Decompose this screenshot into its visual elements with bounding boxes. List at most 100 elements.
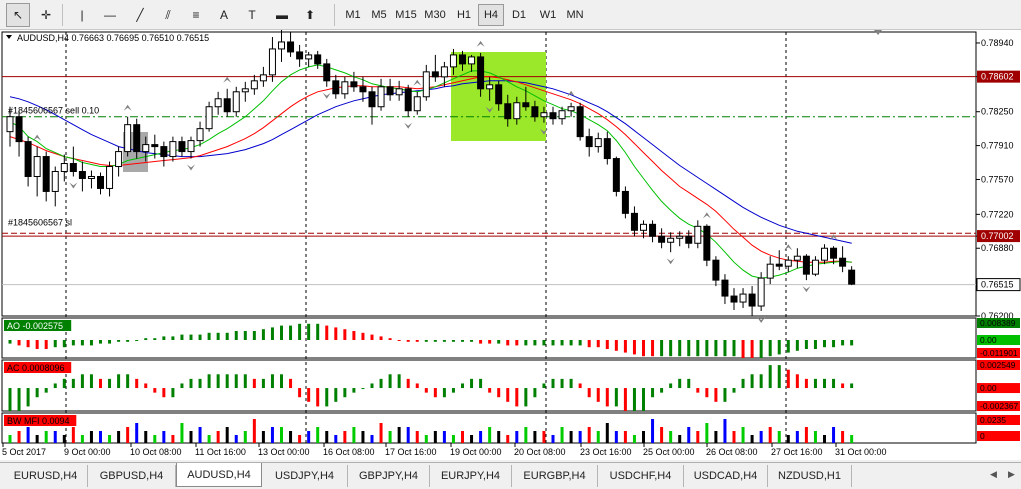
- price-axis-label: 0.76880: [981, 243, 1014, 253]
- ao-bar: [171, 336, 175, 340]
- ac-bar: [361, 388, 365, 390]
- fibonacci-tool[interactable]: ≡: [184, 3, 208, 27]
- symbol-tab[interactable]: USDCHF,H4: [598, 465, 684, 487]
- candle-body: [106, 166, 114, 189]
- ao-bar: [669, 340, 673, 357]
- tab-scroll-left-icon[interactable]: ◀: [990, 469, 997, 479]
- text-tool[interactable]: A: [212, 3, 236, 27]
- mfi-bar: [642, 431, 645, 443]
- ac-bar: [642, 388, 645, 411]
- candle-body: [15, 116, 23, 143]
- bwmfi-scale-marker: [977, 431, 1020, 441]
- ao-bar: [99, 340, 102, 344]
- ac-bar: [53, 383, 57, 389]
- ac-bar: [777, 365, 781, 389]
- timeframe-m30-button[interactable]: M30: [424, 9, 446, 21]
- mfi-bar: [660, 427, 664, 443]
- cursor-tool[interactable]: ↖: [6, 3, 30, 27]
- time-axis-label: 9 Oct 00:00: [64, 447, 111, 457]
- rectangle-tool[interactable]: ▬: [270, 3, 294, 27]
- symbol-tab[interactable]: USDCAD,H4: [684, 465, 768, 487]
- trendline-tool[interactable]: ╱: [128, 3, 152, 27]
- ao-bar: [89, 340, 93, 346]
- fractal-up-icon: [829, 234, 838, 241]
- ac-bar: [343, 388, 347, 398]
- chart-svg[interactable]: 5 Oct 2017 9 Oct 00:00 10 Oct 08:00 11 Oct …: [0, 30, 1021, 460]
- timeframe-m5-button[interactable]: M5: [371, 9, 387, 21]
- candle-body: [314, 54, 322, 65]
- equidistant-channel-tool[interactable]: ⫽: [156, 3, 180, 27]
- mfi-bar: [343, 431, 347, 443]
- symbol-tab[interactable]: AUDUSD,H4: [176, 463, 262, 487]
- mfi-bar: [44, 431, 48, 443]
- ao-bar: [823, 340, 826, 348]
- candle-body: [151, 144, 159, 148]
- timeframe-h1-button[interactable]: H1: [456, 9, 472, 21]
- ao-bar: [135, 340, 139, 341]
- ao-bar: [461, 340, 464, 342]
- chart-area[interactable]: 5 Oct 2017 9 Oct 00:00 10 Oct 08:00 11 Oct …: [0, 30, 1021, 460]
- mfi-bar: [741, 427, 745, 443]
- mfi-bar: [479, 431, 483, 443]
- ac-bar: [307, 388, 311, 402]
- ao-bar: [614, 340, 618, 351]
- shapes-menu-tool[interactable]: ⬆: [298, 3, 322, 27]
- ao-bar: [832, 340, 836, 348]
- fractal-up-icon: [123, 104, 132, 111]
- text-label-tool[interactable]: T: [240, 3, 264, 27]
- symbol-tab[interactable]: EURGBP,H4: [512, 465, 598, 487]
- symbol-tab[interactable]: GBPJPY,H4: [348, 465, 430, 487]
- timeframe-w1-button[interactable]: W1: [539, 9, 557, 21]
- ao-bar: [605, 340, 609, 349]
- ac-bar: [614, 388, 618, 407]
- timeframe-mn-button[interactable]: MN: [566, 9, 584, 21]
- candle-body: [685, 235, 693, 244]
- mfi-bar: [786, 435, 790, 443]
- ao-bar: [280, 325, 283, 340]
- candle-body: [676, 235, 684, 239]
- ao-scale-label: 0.00: [980, 335, 997, 345]
- vertical-line-tool[interactable]: |: [70, 3, 94, 27]
- symbol-tab[interactable]: GBPUSD,H4: [88, 465, 176, 487]
- candle-body: [323, 63, 331, 82]
- mfi-bar: [696, 431, 700, 443]
- timeframe-m1-button[interactable]: M1: [345, 9, 361, 21]
- ac-scale-label: -0.002367: [980, 401, 1019, 411]
- symbol-tab[interactable]: NZDUSD,H1: [768, 465, 852, 487]
- ac-bar: [352, 388, 356, 393]
- mfi-bar: [243, 431, 247, 443]
- mfi-bar: [53, 431, 57, 443]
- ac-bar: [243, 374, 247, 389]
- candle-body: [558, 110, 566, 120]
- symbol-tab[interactable]: EURJPY,H4: [430, 465, 512, 487]
- ao-scale-label: -0.011901: [980, 348, 1018, 358]
- candle-body: [802, 255, 810, 275]
- timeframe-h4-button[interactable]: H4: [478, 4, 504, 26]
- mfi-bar: [732, 431, 736, 443]
- ao-bar: [660, 340, 664, 357]
- timeframe-d1-button[interactable]: D1: [511, 9, 527, 21]
- candle-body: [739, 293, 747, 303]
- ao-bar: [26, 340, 30, 348]
- time-axis-label: 10 Oct 08:00: [130, 447, 182, 457]
- symbol-tab[interactable]: EURUSD,H4: [4, 465, 88, 487]
- ao-bar: [207, 332, 211, 340]
- mfi-bar: [171, 435, 175, 443]
- ao-bar: [596, 340, 600, 348]
- symbol-dropdown-icon: [6, 35, 12, 39]
- mfi-bar: [189, 431, 193, 443]
- timeframe-m15-button[interactable]: M15: [395, 9, 417, 21]
- horizontal-line-tool[interactable]: —: [98, 3, 122, 27]
- crosshair-tool-icon: ✛: [40, 8, 52, 22]
- ao-bar: [298, 323, 302, 340]
- ac-bar: [180, 383, 184, 389]
- crosshair-tool[interactable]: ✛: [34, 3, 58, 27]
- mfi-bar: [832, 427, 836, 443]
- candle-body: [142, 144, 150, 153]
- ac-bar: [705, 388, 709, 398]
- ao-bar: [632, 340, 636, 355]
- symbol-tab[interactable]: USDJPY,H4: [262, 465, 348, 487]
- tab-scroll-right-icon[interactable]: ▶: [1008, 469, 1015, 479]
- price-axis-label: 0.76200: [981, 311, 1014, 321]
- ao-bar: [470, 340, 474, 342]
